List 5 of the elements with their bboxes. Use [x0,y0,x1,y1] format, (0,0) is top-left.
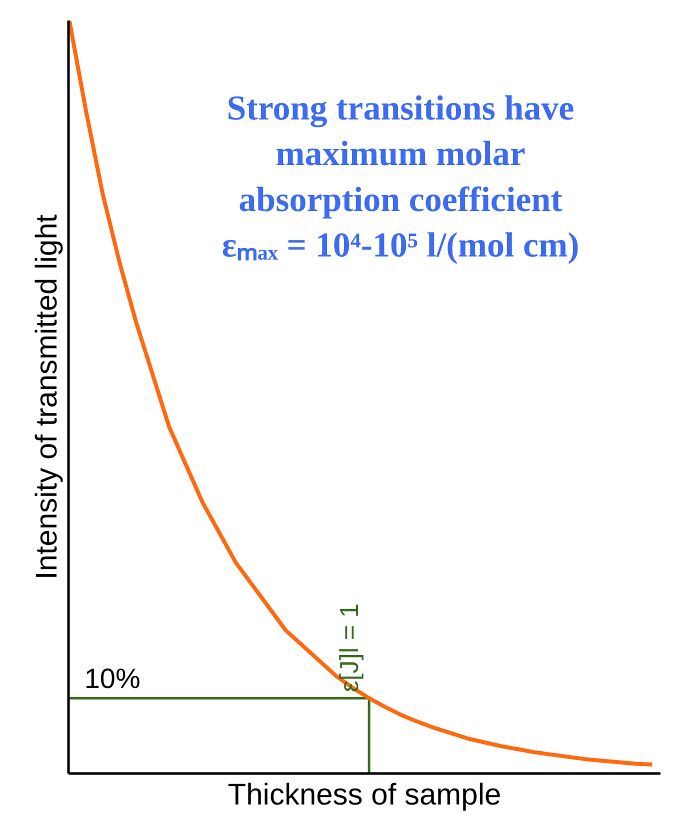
annotation: Strong transitions have maximum molar absorption coefficient εₘₐₓ = 10⁴-10⁵ l/(mol cm) [222,88,580,264]
y-axis-title: Intensity of transmitted light [30,214,64,580]
annotation: ε[J]l = 1 [334,603,364,692]
x-axis-title: Thickness of sample [228,778,502,812]
ref-line-label: 10% [84,663,140,694]
